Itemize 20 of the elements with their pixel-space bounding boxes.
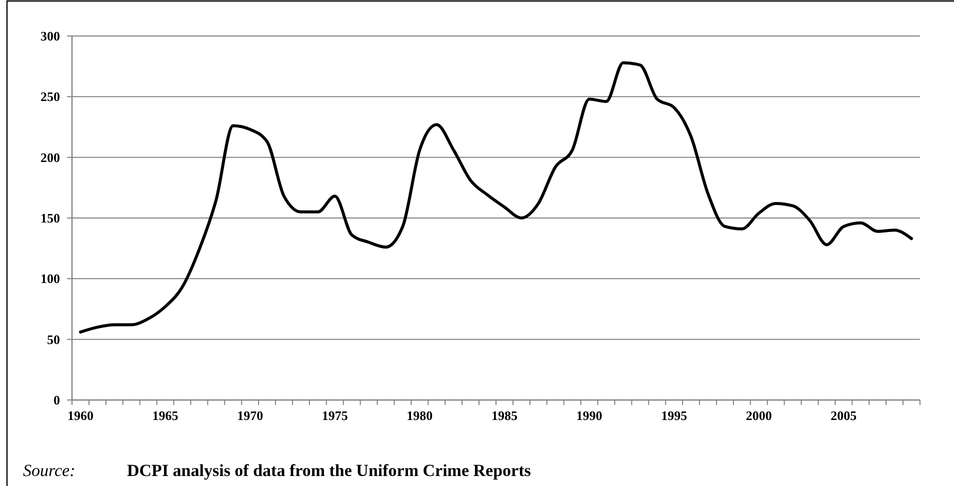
- x-tick-label: 1960: [67, 408, 94, 423]
- y-tick-label: 150: [40, 210, 60, 226]
- y-tick-label: 250: [40, 89, 60, 104]
- x-tick-label: 1965: [152, 408, 179, 423]
- y-tick-label: 100: [40, 271, 60, 286]
- line-series: [78, 61, 914, 334]
- y-tick-label: 200: [40, 150, 60, 165]
- source-note: Source:: [23, 461, 76, 480]
- x-tick-label: 2000: [746, 408, 772, 423]
- y-tick-label: 300: [40, 28, 60, 44]
- x-tick-label: 1985: [491, 408, 518, 423]
- x-tick-label: 2005: [830, 408, 858, 423]
- x-tick-label: 1980: [406, 408, 433, 423]
- y-tick-label: 0: [54, 392, 60, 408]
- y-tick-label: 50: [47, 332, 60, 347]
- text: DCPI analysis of data from the Uniform Crime Reports: [127, 461, 532, 480]
- x-tick-label: 1975: [322, 408, 348, 423]
- x-tick-label: 1990: [576, 408, 602, 423]
- x-tick-label: 1970: [237, 408, 264, 423]
- x-tick-label: 1995: [661, 408, 688, 423]
